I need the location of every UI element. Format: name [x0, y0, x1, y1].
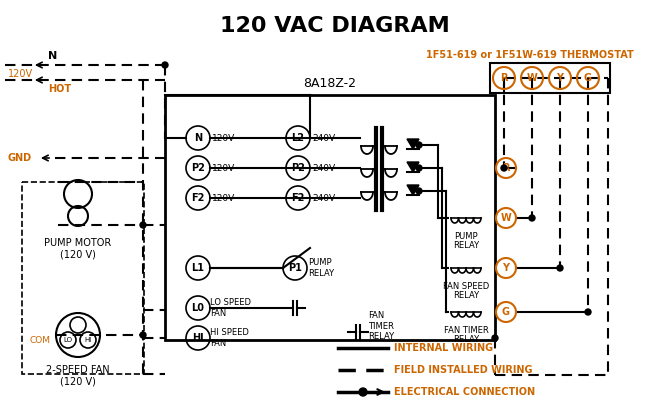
- Text: FIELD INSTALLED WIRING: FIELD INSTALLED WIRING: [394, 365, 533, 375]
- Polygon shape: [407, 139, 419, 149]
- Text: G: G: [584, 73, 592, 83]
- Circle shape: [359, 388, 367, 396]
- Text: 120V: 120V: [212, 163, 235, 173]
- Circle shape: [140, 222, 146, 228]
- Text: PUMP
RELAY: PUMP RELAY: [308, 258, 334, 278]
- Circle shape: [501, 165, 507, 171]
- Text: R: R: [500, 73, 508, 83]
- Text: COM: COM: [29, 336, 50, 344]
- Polygon shape: [407, 162, 419, 172]
- Text: W: W: [500, 213, 511, 223]
- Circle shape: [557, 265, 563, 271]
- Text: F2: F2: [192, 193, 205, 203]
- Text: INTERNAL WIRING: INTERNAL WIRING: [394, 343, 493, 353]
- Text: PUMP: PUMP: [454, 232, 478, 241]
- Text: 120V: 120V: [212, 194, 235, 202]
- Text: 120 VAC DIAGRAM: 120 VAC DIAGRAM: [220, 16, 450, 36]
- Bar: [165, 95, 495, 340]
- Text: LO SPEED
FAN: LO SPEED FAN: [210, 298, 251, 318]
- Circle shape: [416, 142, 422, 148]
- Text: HI SPEED
FAN: HI SPEED FAN: [210, 328, 249, 348]
- Bar: [490, 63, 610, 93]
- Text: G: G: [502, 307, 510, 317]
- Text: RELAY: RELAY: [453, 335, 479, 344]
- Text: Y: Y: [502, 263, 509, 273]
- Bar: [22, 182, 144, 374]
- Text: HI: HI: [192, 333, 204, 343]
- Text: N: N: [194, 133, 202, 143]
- Text: RELAY: RELAY: [453, 291, 479, 300]
- Polygon shape: [407, 185, 419, 195]
- Text: 2-SPEED FAN
(120 V): 2-SPEED FAN (120 V): [46, 365, 110, 387]
- Text: HOT: HOT: [48, 84, 71, 94]
- Text: P2: P2: [291, 163, 305, 173]
- Text: ELECTRICAL CONNECTION: ELECTRICAL CONNECTION: [394, 387, 535, 397]
- Text: N: N: [48, 51, 57, 61]
- Text: F2: F2: [291, 193, 305, 203]
- Text: 120V: 120V: [212, 134, 235, 142]
- Text: RELAY: RELAY: [453, 241, 479, 250]
- Circle shape: [585, 309, 591, 315]
- Text: 120V: 120V: [8, 69, 33, 79]
- Circle shape: [140, 332, 146, 338]
- Text: FAN TIMER: FAN TIMER: [444, 326, 488, 335]
- Text: 240V: 240V: [312, 134, 335, 142]
- Text: L0: L0: [192, 303, 204, 313]
- Text: W: W: [527, 73, 537, 83]
- Text: P2: P2: [191, 163, 205, 173]
- Text: 1F51-619 or 1F51W-619 THERMOSTAT: 1F51-619 or 1F51W-619 THERMOSTAT: [426, 50, 634, 60]
- Text: R: R: [502, 163, 510, 173]
- Circle shape: [492, 335, 498, 341]
- Text: L2: L2: [291, 133, 304, 143]
- Circle shape: [529, 215, 535, 221]
- Text: P1: P1: [288, 263, 302, 273]
- Text: 240V: 240V: [312, 163, 335, 173]
- Text: FAN
TIMER
RELAY: FAN TIMER RELAY: [368, 311, 394, 341]
- Text: LO: LO: [64, 337, 72, 343]
- Circle shape: [416, 188, 422, 194]
- Text: L1: L1: [192, 263, 204, 273]
- Text: FAN SPEED: FAN SPEED: [443, 282, 489, 291]
- Text: 240V: 240V: [312, 194, 335, 202]
- Circle shape: [416, 165, 422, 171]
- Text: Y: Y: [557, 73, 563, 83]
- Text: 8A18Z-2: 8A18Z-2: [304, 77, 356, 90]
- Circle shape: [162, 62, 168, 68]
- Text: GND: GND: [8, 153, 32, 163]
- Text: HI: HI: [84, 337, 92, 343]
- Text: PUMP MOTOR
(120 V): PUMP MOTOR (120 V): [44, 238, 112, 260]
